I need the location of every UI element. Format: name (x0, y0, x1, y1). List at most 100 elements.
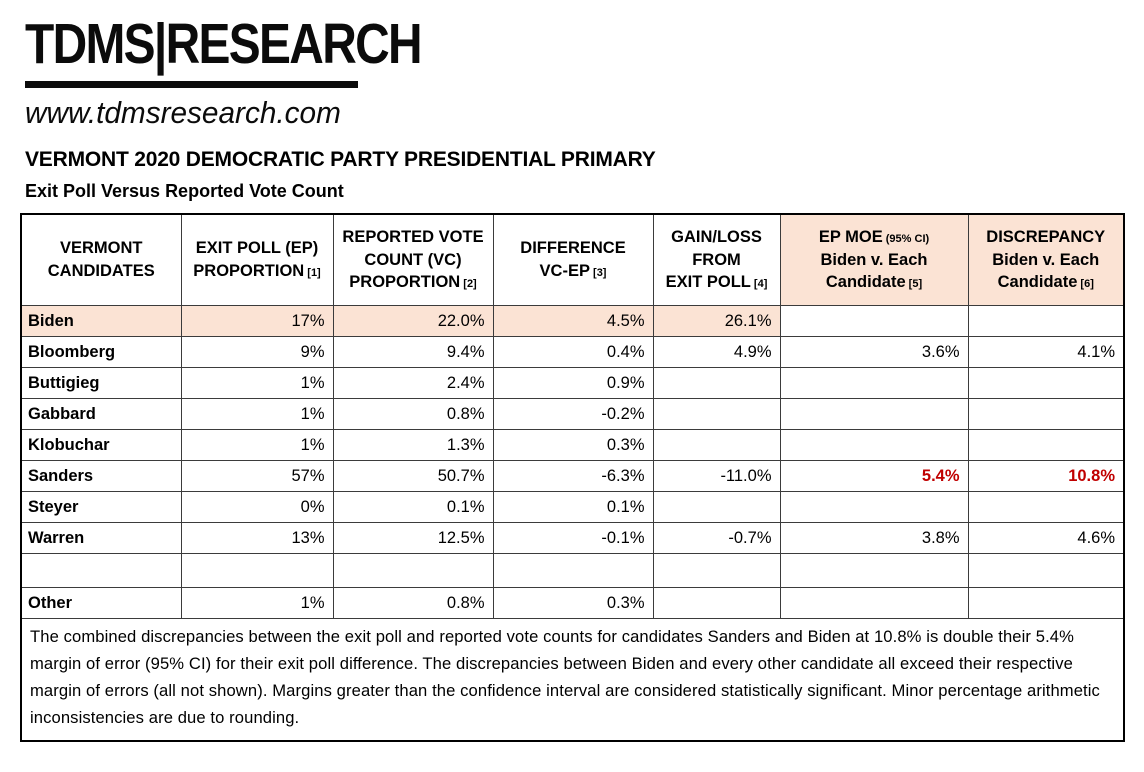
value-cell (967, 429, 1125, 462)
value-cell: 1% (180, 367, 334, 400)
value-cell (492, 553, 654, 589)
value-cell (180, 553, 334, 589)
value-cell: 9% (180, 336, 334, 369)
table-row-other: Other 1% 0.8% 0.3% (20, 587, 1125, 620)
value-cell: -0.2% (492, 398, 654, 431)
value-cell: 17% (180, 305, 334, 338)
candidate-name-cell: Buttigieg (20, 367, 182, 400)
value-cell: 0.8% (332, 398, 494, 431)
value-cell (652, 429, 781, 462)
value-cell (967, 367, 1125, 400)
value-cell (967, 587, 1125, 620)
value-cell: 10.8% (967, 460, 1125, 493)
value-cell (967, 553, 1125, 589)
value-cell (779, 553, 969, 589)
candidate-name-cell: Bloomberg (20, 336, 182, 369)
value-cell: 4.9% (652, 336, 781, 369)
value-cell (652, 398, 781, 431)
value-cell (779, 398, 969, 431)
value-cell (652, 367, 781, 400)
value-cell (779, 367, 969, 400)
value-cell: 1% (180, 587, 334, 620)
value-cell: 0.1% (332, 491, 494, 524)
value-cell (652, 491, 781, 524)
table-row-buttigieg: Buttigieg 1% 2.4% 0.9% (20, 367, 1125, 400)
value-cell: 0.3% (492, 587, 654, 620)
table-row-steyer: Steyer 0% 0.1% 0.1% (20, 491, 1125, 524)
value-cell: 4.1% (967, 336, 1125, 369)
value-cell: 3.8% (779, 522, 969, 555)
value-cell: 2.4% (332, 367, 494, 400)
value-cell: 5.4% (779, 460, 969, 493)
value-cell (967, 491, 1125, 524)
table-row-sanders: Sanders 57% 50.7% -6.3% -11.0% 5.4% 10.8% (20, 460, 1125, 493)
value-cell: 0.9% (492, 367, 654, 400)
column-header-3: REPORTED VOTE COUNT (VC) PROPORTION [2] (332, 213, 494, 307)
value-cell (779, 305, 969, 338)
candidate-name-cell: Other (20, 587, 182, 620)
candidate-name-cell: Steyer (20, 491, 182, 524)
table-header-row: VERMONT CANDIDATES EXIT POLL (EP) PROPORTIO… (20, 213, 1125, 307)
column-header-6: EP MOE (95% CI) Biden v. Each Candidate [5… (779, 213, 969, 307)
brand-header: TDMS|RESEARCH www.tdmsresearch.com (25, 12, 1126, 131)
value-cell: 3.6% (779, 336, 969, 369)
value-cell: 1.3% (332, 429, 494, 462)
value-cell (332, 553, 494, 589)
value-cell (967, 305, 1125, 338)
spacer-row (20, 553, 1125, 589)
page-title: VERMONT 2020 DEMOCRATIC PARTY PRESIDENTI… (25, 147, 656, 171)
table-row-bloomberg: Bloomberg 9% 9.4% 0.4% 4.9% 3.6% 4.1% (20, 336, 1125, 369)
value-cell (779, 429, 969, 462)
table-footnote-row: The combined discrepancies between the e… (20, 618, 1125, 742)
value-cell: 1% (180, 429, 334, 462)
candidate-name-cell: Biden (20, 305, 182, 338)
column-header-2: EXIT POLL (EP) PROPORTION [1] (180, 213, 334, 307)
value-cell: -0.7% (652, 522, 781, 555)
candidate-name-cell (20, 553, 182, 589)
table-row-biden: Biden 17% 22.0% 4.5% 26.1% (20, 305, 1125, 338)
value-cell: 22.0% (332, 305, 494, 338)
value-cell: 50.7% (332, 460, 494, 493)
value-cell: 4.5% (492, 305, 654, 338)
value-cell (967, 398, 1125, 431)
value-cell: 4.6% (967, 522, 1125, 555)
value-cell: 0.1% (492, 491, 654, 524)
value-cell: -6.3% (492, 460, 654, 493)
value-cell (779, 491, 969, 524)
value-cell: 12.5% (332, 522, 494, 555)
exit-poll-table-container: VERMONT CANDIDATES EXIT POLL (EP) PROPORTIO… (20, 212, 1126, 743)
value-cell: 13% (180, 522, 334, 555)
table-header: VERMONT CANDIDATES EXIT POLL (EP) PROPORTIO… (20, 213, 1125, 307)
value-cell: 0% (180, 491, 334, 524)
value-cell: 0.4% (492, 336, 654, 369)
column-header-5: GAIN/LOSS FROM EXIT POLL [4] (652, 213, 781, 307)
value-cell: -0.1% (492, 522, 654, 555)
candidate-name-cell: Sanders (20, 460, 182, 493)
value-cell: 26.1% (652, 305, 781, 338)
exit-poll-table: VERMONT CANDIDATES EXIT POLL (EP) PROPORTIO… (20, 212, 1125, 743)
table-row-klobuchar: Klobuchar 1% 1.3% 0.3% (20, 429, 1125, 462)
column-header-1: VERMONT CANDIDATES (20, 213, 182, 307)
table-row-warren: Warren 13% 12.5% -0.1% -0.7% 3.8% 4.6% (20, 522, 1125, 555)
value-cell (779, 587, 969, 620)
value-cell (652, 553, 781, 589)
value-cell: 57% (180, 460, 334, 493)
table-row-gabbard: Gabbard 1% 0.8% -0.2% (20, 398, 1125, 431)
page-subtitle: Exit Poll Versus Reported Vote Count (25, 180, 344, 201)
brand-website-url: www.tdmsresearch.com (25, 94, 341, 130)
value-cell: 1% (180, 398, 334, 431)
value-cell (652, 587, 781, 620)
candidate-name-cell: Gabbard (20, 398, 182, 431)
candidate-name-cell: Klobuchar (20, 429, 182, 462)
value-cell: 0.3% (492, 429, 654, 462)
brand-logo-underline (25, 80, 358, 88)
column-header-7: DISCREPANCY Biden v. Each Candidate [6] (967, 213, 1125, 307)
table-footnote: The combined discrepancies between the e… (20, 618, 1125, 742)
value-cell: -11.0% (652, 460, 781, 493)
brand-logo: TDMS|RESEARCH (25, 12, 423, 76)
value-cell: 0.8% (332, 587, 494, 620)
column-header-4: DIFFERENCE VC-EP [3] (492, 213, 654, 307)
candidate-name-cell: Warren (20, 522, 182, 555)
value-cell: 9.4% (332, 336, 494, 369)
